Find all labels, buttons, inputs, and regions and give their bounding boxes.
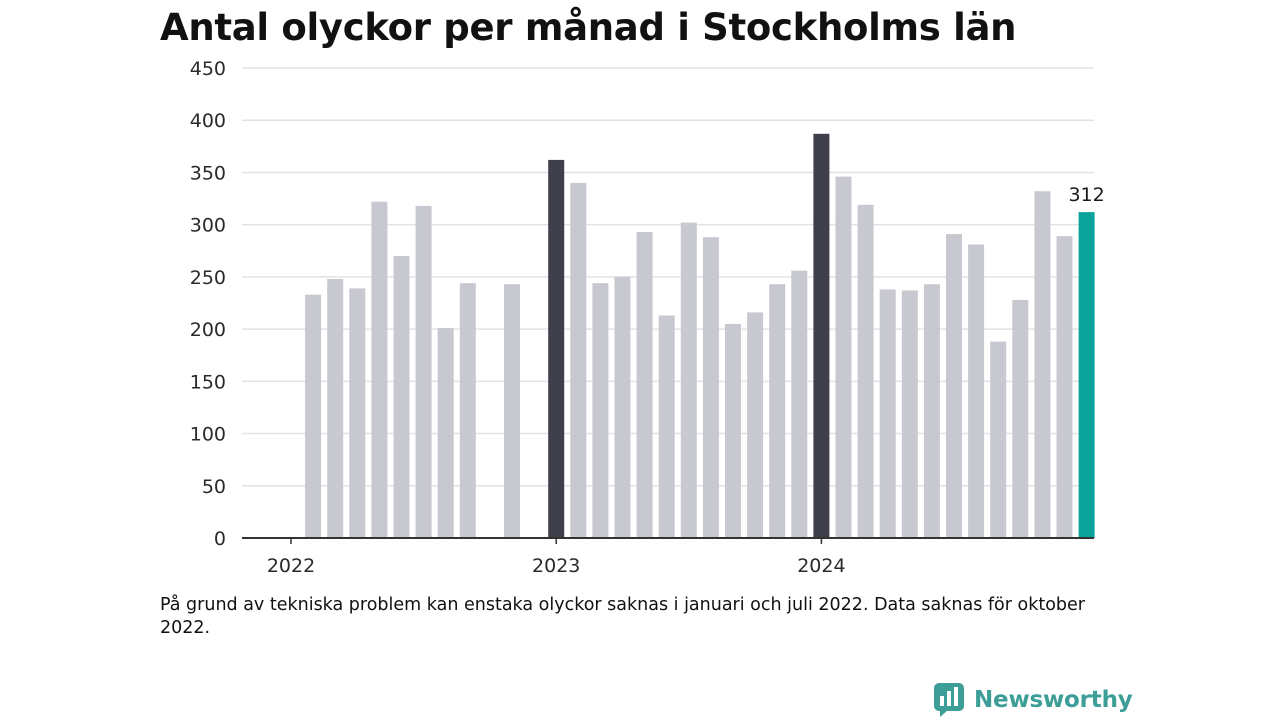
bar	[1078, 212, 1095, 538]
bar	[592, 283, 609, 538]
bar	[702, 237, 719, 538]
bar	[835, 176, 852, 538]
bar	[437, 328, 454, 538]
bar	[747, 312, 764, 538]
bar	[327, 278, 344, 538]
y-tick-label: 250	[190, 267, 226, 289]
y-axis-ticks: 0 50 100 150 200 250 300 350 400 450	[190, 58, 226, 550]
bar	[658, 315, 675, 538]
y-tick-label: 50	[202, 476, 226, 498]
brand-name: Newsworthy	[974, 687, 1133, 713]
bar	[570, 182, 587, 538]
bar	[415, 205, 432, 538]
brand-logo: Newsworthy	[934, 683, 1133, 717]
bar	[857, 204, 874, 539]
data-label: 312	[1068, 184, 1104, 206]
x-tick-label: 2022	[267, 555, 315, 577]
footnote: På grund av tekniska problem kan enstaka…	[160, 595, 1085, 638]
y-tick-label: 200	[190, 319, 226, 341]
bar	[990, 341, 1007, 538]
bar	[813, 133, 830, 539]
y-tick-label: 100	[190, 424, 226, 446]
x-tick-label: 2023	[532, 555, 580, 577]
bar	[1034, 191, 1051, 538]
bar	[1056, 236, 1073, 538]
bars	[305, 133, 1095, 539]
bar	[349, 288, 366, 538]
bar	[371, 201, 388, 538]
x-tick-label: 2024	[797, 555, 845, 577]
bar	[680, 222, 697, 539]
bar	[769, 284, 786, 538]
y-tick-label: 150	[190, 371, 226, 393]
y-tick-label: 350	[190, 162, 226, 184]
data-labels: 312	[1068, 184, 1104, 206]
chart-title: Antal olyckor per månad i Stockholms län	[160, 6, 1017, 49]
bar	[725, 323, 741, 538]
bar	[879, 289, 896, 538]
y-tick-label: 450	[190, 58, 226, 80]
bar	[923, 284, 940, 538]
bar	[901, 290, 918, 538]
bar	[459, 283, 476, 538]
x-axis: 2022 2023 2024	[242, 537, 1094, 577]
bar	[636, 231, 653, 538]
bar	[305, 294, 322, 538]
newsworthy-logo-icon	[934, 683, 964, 717]
bar	[968, 244, 985, 538]
bar	[791, 270, 808, 538]
bar	[1012, 299, 1029, 538]
y-tick-label: 300	[190, 215, 226, 237]
bar	[946, 234, 962, 539]
bar-chart: 0 50 100 150 200 250 300 350 400 450 2022 2023 2024…	[190, 58, 1105, 577]
bar	[393, 256, 410, 538]
bar	[504, 284, 520, 538]
bar	[548, 159, 565, 538]
bar	[614, 276, 631, 538]
y-tick-label: 0	[214, 528, 226, 550]
y-tick-label: 400	[190, 110, 226, 132]
